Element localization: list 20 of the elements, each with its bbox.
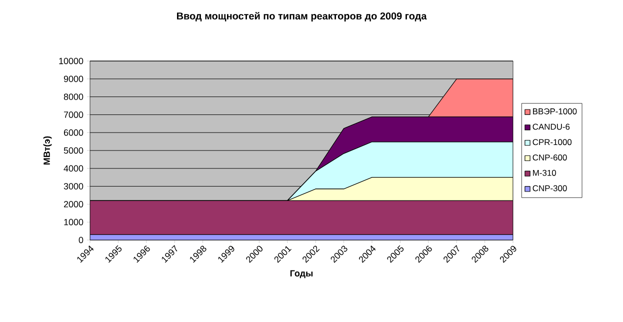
legend-label: CNP-600 <box>532 154 567 160</box>
y-tick-label: 0 <box>78 236 84 244</box>
y-tick-label: 6000 <box>64 129 84 136</box>
chart-title: Ввод мощностей по типам реакторов до 2009 года <box>176 12 427 22</box>
y-tick-label: 10000 <box>59 58 84 64</box>
legend-label: CNP-300 <box>532 185 567 192</box>
x-axis-title: Годы <box>290 270 313 278</box>
y-tick-label: 1000 <box>64 218 84 226</box>
y-tick-label: 5000 <box>64 147 84 154</box>
y-tick-label: 3000 <box>64 183 84 190</box>
y-tick-label: 8000 <box>64 94 84 100</box>
legend-label: M-310 <box>533 170 556 176</box>
y-tick-label: 2000 <box>64 201 84 208</box>
y-tick-label: 9000 <box>64 76 84 82</box>
legend-label: CANDU-6 <box>532 124 570 130</box>
y-tick-label: 4000 <box>64 165 84 172</box>
y-tick-label: 7000 <box>64 112 84 118</box>
legend-label: ВВЭР-1000 <box>533 108 577 114</box>
legend-label: CPR-1000 <box>532 139 572 146</box>
y-axis-title: МВт(э) <box>43 136 52 164</box>
